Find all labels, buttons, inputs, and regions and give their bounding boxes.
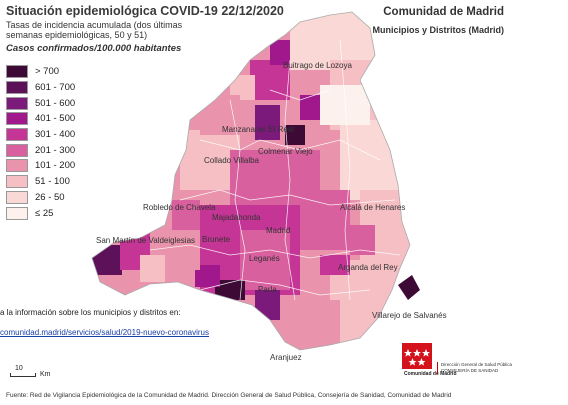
region-subtitle: Municipios y Distritos (Madrid) [372, 25, 504, 35]
department-label: Dirección General de Salud Pública CONSE… [437, 362, 512, 374]
scale-bar-graphic: 10 [10, 365, 36, 377]
legend-label: 201 - 300 [35, 144, 76, 156]
place-label: Arganda del Rey [338, 263, 398, 272]
legend-label: 51 - 100 [35, 176, 70, 188]
municipality-borders [149, 39, 401, 301]
comunidad-madrid-logo [402, 343, 432, 369]
legend-swatch [6, 128, 28, 142]
scale-bar: 10 Km [10, 365, 51, 378]
legend-label: 301 - 400 [35, 129, 76, 141]
place-label: San Martín de Valdeiglesias [96, 236, 195, 245]
legend-item: 26 - 50 [6, 190, 75, 206]
legend-item: > 700 [6, 64, 75, 80]
info-text: a la información sobre los municipios y … [0, 308, 181, 317]
legend-swatch [6, 190, 28, 204]
legend-item: 401 - 500 [6, 111, 75, 127]
place-label: Aranjuez [270, 353, 302, 362]
place-label: Villarejo de Salvanés [372, 311, 447, 320]
place-label: Colmenar Viejo [258, 147, 313, 156]
place-label: Leganés [249, 254, 280, 263]
legend-label: 26 - 50 [35, 191, 65, 203]
legend-item: 201 - 300 [6, 142, 75, 158]
place-label: Brunete [202, 235, 231, 244]
place-labels: Buitrago de Lozoya Manzanares El Real Co… [96, 61, 447, 362]
legend-label: 601 - 700 [35, 82, 76, 94]
legend-swatch [6, 112, 28, 126]
legend-label: 101 - 200 [35, 160, 76, 172]
legend-swatch [6, 65, 28, 79]
legend-label: 401 - 500 [35, 113, 76, 125]
place-label: Madrid [266, 226, 290, 235]
legend-item: ≤ 25 [6, 205, 75, 221]
region-outline [91, 11, 411, 351]
scale-number: 10 [15, 364, 23, 372]
place-label: Robledo de Chavela [143, 203, 216, 212]
legend-swatch [6, 96, 28, 110]
place-label: Parla [258, 285, 277, 294]
legend-swatch [6, 143, 28, 157]
department-line: Dirección General de Salud Pública [441, 362, 513, 367]
place-label: Buitrago de Lozoya [283, 61, 352, 70]
legend-item: 101 - 200 [6, 158, 75, 174]
legend-swatch [6, 206, 28, 220]
legend-item: 601 - 700 [6, 80, 75, 96]
source-footer: Fuente: Red de Vigilancia Epidemiológica… [6, 392, 452, 399]
department-line: CONSEJERÍA DE SANIDAD [441, 368, 499, 373]
legend-label: 501 - 600 [35, 97, 76, 109]
legend-label: > 700 [35, 66, 60, 78]
legend-item: 301 - 400 [6, 127, 75, 143]
municipality-fills [92, 12, 410, 350]
legend-label: ≤ 25 [35, 207, 54, 219]
place-label: Majadahonda [212, 213, 261, 222]
outlier-municipality [398, 275, 420, 300]
legend-swatch [6, 159, 28, 173]
legend-swatch [6, 175, 28, 189]
place-label: Manzanares El Real [222, 125, 294, 134]
logo-text: Comunidad de Madrid [404, 371, 457, 377]
map-units: Casos confirmados/100.000 habitantes [6, 43, 182, 54]
region-name: Comunidad de Madrid [383, 6, 504, 18]
map-title: Situación epidemiológica COVID-19 22/12/… [6, 4, 284, 18]
map-subtitle: Tasas de incidencia acumulada (dos últim… [6, 20, 183, 40]
legend-item: 51 - 100 [6, 174, 75, 190]
place-label: Collado Villalba [204, 156, 260, 165]
scale-unit: Km [40, 371, 51, 378]
legend-item: 501 - 600 [6, 95, 75, 111]
info-link[interactable]: comunidad.madrid/servicios/salud/2019-nu… [0, 328, 209, 337]
legend-swatch [6, 81, 28, 95]
place-label: Alcalá de Henares [340, 203, 405, 212]
map-legend: > 700 601 - 700 501 - 600 401 - 500 301 - 40… [6, 64, 75, 221]
